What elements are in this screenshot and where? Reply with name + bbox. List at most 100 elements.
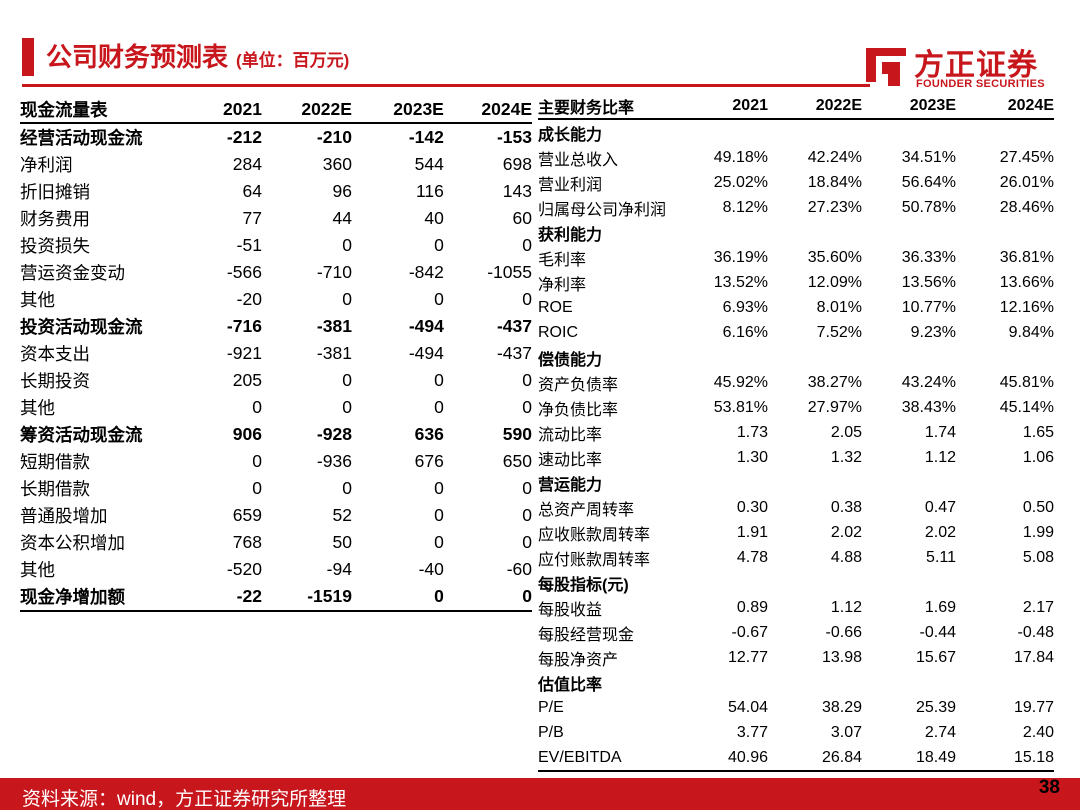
ratio-cell: 4.88 [830,548,862,566]
cashflow-row: 其他 0 0 0 0 [20,394,532,421]
ratio-cell: 49.18% [713,148,768,166]
cashflow-cell: 77 [242,208,262,228]
cashflow-header-2024e: 2024E [443,96,532,124]
ratio-cell: 40.96 [698,745,768,772]
cashflow-cell: -40 [418,559,444,579]
cashflow-cell: 44 [332,208,352,228]
ratio-row: 净负债比率 53.81% 27.97% 38.43% 45.14% [538,395,1054,420]
cashflow-cell: 0 [522,235,532,255]
cashflow-cell: -60 [506,559,532,579]
ratio-cell: 18.49 [862,745,956,772]
cashflow-cell: 0 [522,532,532,552]
ratio-row: P/E 54.04 38.29 25.39 19.77 [538,695,1054,720]
cashflow-cell: 0 [342,397,352,417]
cashflow-cell: 906 [232,424,262,444]
cashflow-cell: 0 [434,478,444,498]
ratio-row: 营业利润 25.02% 18.84% 56.64% 26.01% [538,170,1054,195]
cashflow-cell: -381 [316,316,352,336]
cashflow-row: 短期借款 0 -936 676 650 [20,448,532,475]
ratio-row-label: 每股经营现金 [538,626,635,644]
ratio-cell: 3.77 [736,723,768,741]
cashflow-cell: 0 [443,583,532,612]
ratio-cell: 2.17 [1022,598,1054,616]
ratio-cell: 5.08 [1022,548,1054,566]
ratio-row: 资产负债率 45.92% 38.27% 43.24% 45.81% [538,370,1054,395]
ratio-cell: 36.81% [999,248,1054,266]
cashflow-cell: 143 [502,181,532,201]
ratio-cell: 1.73 [736,423,768,441]
ratio-section-row: 估值比率 [538,670,1054,695]
ratio-cell: 6.16% [722,323,768,341]
cashflow-cell: 0 [342,370,352,390]
ratio-cell: 53.81% [713,398,768,416]
founder-logo-icon [866,48,906,86]
cashflow-cell: 768 [232,532,262,552]
cashflow-row-label: 资本支出 [20,344,90,364]
ratio-cell: 13.98 [821,648,862,666]
ratio-section-label: 营运能力 [538,476,603,494]
ratio-cell: 2.40 [1022,723,1054,741]
cashflow-cell: -842 [408,262,444,282]
ratio-cell: 1.65 [1022,423,1054,441]
cashflow-cell: 0 [522,478,532,498]
cashflow-row: 折旧摊销 64 96 116 143 [20,178,532,205]
ratio-cell: 7.52% [816,323,862,341]
cashflow-cell: 0 [522,397,532,417]
ratio-section-label: 每股指标(元) [538,576,629,594]
ratio-row: 归属母公司净利润 8.12% 27.23% 50.78% 28.46% [538,195,1054,220]
cashflow-cell: 0 [252,451,262,471]
cashflow-row: 普通股增加 659 52 0 0 [20,502,532,529]
cashflow-cell: 64 [242,181,262,201]
cashflow-row-label: 净利润 [20,155,73,175]
ratio-cell: 28.46% [999,198,1054,216]
ratio-cell: 12.77 [727,648,768,666]
cashflow-cell: 0 [252,478,262,498]
ratio-header-label: 主要财务比率 [538,93,698,120]
cashflow-header-label: 现金流量表 [20,96,188,124]
ratio-row: 每股净资产 12.77 13.98 15.67 17.84 [538,645,1054,670]
ratio-cell: -0.44 [919,623,956,641]
cashflow-cell: -936 [316,451,352,471]
ratio-cell: 45.14% [999,398,1054,416]
ratio-cell: 2.05 [830,423,862,441]
source-note: 资料来源：wind，方正证券研究所整理 [22,789,347,810]
ratio-header-2021: 2021 [698,93,768,120]
ratio-row-label: P/B [538,723,564,741]
cashflow-row: 投资损失 -51 0 0 0 [20,232,532,259]
cashflow-cell: 0 [522,289,532,309]
cashflow-cell: -51 [236,235,262,255]
cashflow-row-label: 资本公积增加 [20,533,125,553]
cashflow-row: 资本公积增加 768 50 0 0 [20,529,532,556]
ratio-cell: 0.47 [924,498,956,516]
ratio-row: 总资产周转率 0.30 0.38 0.47 0.50 [538,495,1054,520]
ratio-cell: 0.38 [830,498,862,516]
cashflow-cell: -710 [316,262,352,282]
ratio-cell: 43.24% [901,373,956,391]
ratio-row: 应付账款周转率 4.78 4.88 5.11 5.08 [538,545,1054,570]
ratio-cell: 45.92% [713,373,768,391]
cashflow-cell: 659 [232,505,262,525]
ratio-cell: 15.67 [915,648,956,666]
ratio-section-label: 成长能力 [538,126,603,144]
cashflow-row: 财务费用 77 44 40 60 [20,205,532,232]
cashflow-cell: -142 [408,127,444,147]
cashflow-cell: 0 [342,289,352,309]
ratio-cell: 36.19% [713,248,768,266]
cashflow-row-label: 短期借款 [20,452,90,472]
ratio-cell: 9.23% [910,323,956,341]
cashflow-row-label: 筹资活动现金流 [20,425,143,445]
cashflow-table: 现金流量表 2021 2022E 2023E 2024E 经营活动现金流 -212… [20,96,532,612]
ratio-section-label: 获利能力 [538,226,603,244]
cashflow-header-2021: 2021 [187,96,262,124]
cashflow-cell: 360 [322,154,352,174]
ratio-cell: 8.01% [816,298,862,316]
logo-chinese-name: 方正证券 [914,49,1038,82]
cashflow-cell: -520 [226,559,262,579]
cashflow-row-label: 折旧摊销 [20,182,90,202]
ratio-row-label: 净利率 [538,276,587,294]
ratio-row-label: 净负债比率 [538,401,619,419]
cashflow-cell: 96 [332,181,352,201]
ratio-cell: 34.51% [901,148,956,166]
cashflow-cell: -928 [316,424,352,444]
cashflow-cell: 116 [415,181,444,201]
